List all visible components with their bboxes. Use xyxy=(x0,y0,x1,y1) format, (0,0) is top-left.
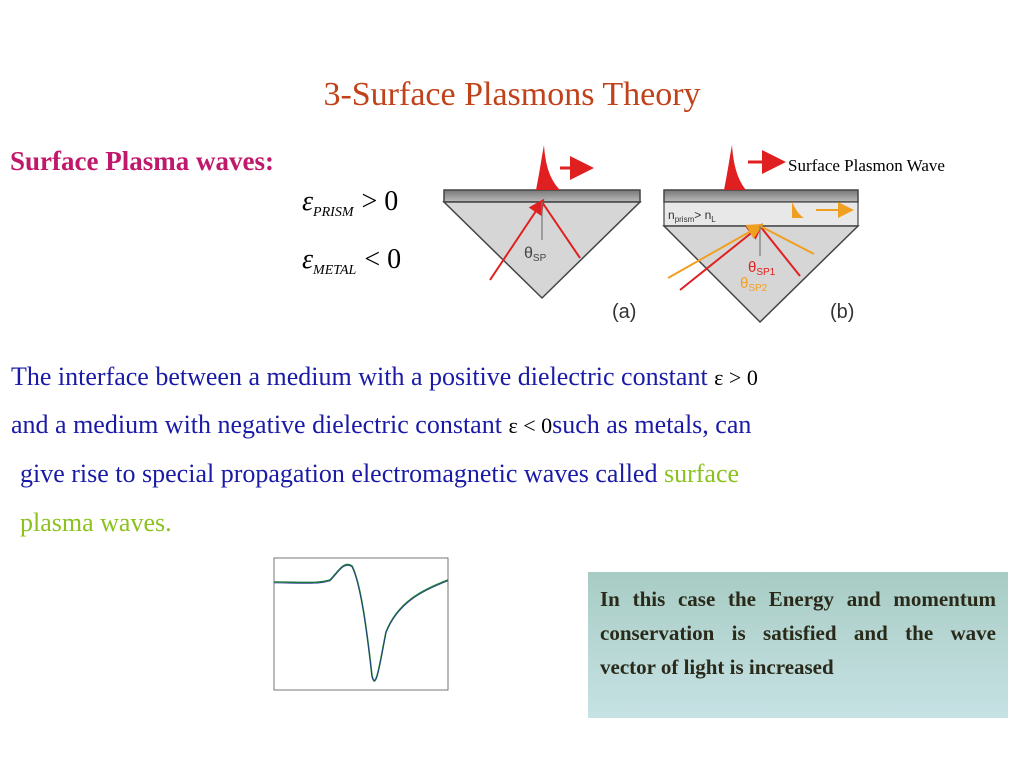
body-text: and a medium with negative dielectric co… xyxy=(11,410,502,439)
note-text: In this case the Energy and momentum con… xyxy=(600,587,996,679)
panel-b-label: (b) xyxy=(830,301,854,323)
body-text: The interface between a medium with a po… xyxy=(11,362,708,391)
epsilon-symbol: ε xyxy=(302,186,314,217)
prism-subscript: PRISM xyxy=(313,205,354,220)
panel-a-label: (a) xyxy=(612,301,636,323)
body-line-3: give rise to special propagation electro… xyxy=(20,459,739,489)
prism-configuration-diagram: θSP (a) nprism> nL θSP1 θSP2 (b) xyxy=(442,145,860,324)
plot-frame xyxy=(273,557,449,691)
evanescent-field-a xyxy=(536,145,560,190)
slide-title: 3-Surface Plasmons Theory xyxy=(323,76,701,113)
metal-subscript: METAL xyxy=(313,263,357,278)
body-line-4: plasma waves. xyxy=(20,508,172,537)
theta-sp-label: θSP xyxy=(524,245,547,264)
metal-film-a xyxy=(443,189,641,203)
metal-relation: < 0 xyxy=(364,244,402,275)
evanescent-field-b xyxy=(724,145,746,190)
metal-film-b xyxy=(663,189,859,203)
body-text: such as metals, can xyxy=(552,410,752,439)
panel-a: θSP (a) xyxy=(442,145,642,323)
theta-sp1-label: θSP1 xyxy=(748,259,776,278)
incident-beam-b2 xyxy=(667,224,764,279)
reflectivity-fit xyxy=(273,565,449,682)
metal-permittivity-equation: εMETAL < 0 xyxy=(302,244,401,279)
plot-background xyxy=(262,552,454,702)
prism-permittivity-equation: εPRISM > 0 xyxy=(302,186,398,221)
evanescent-field-b2 xyxy=(792,202,804,218)
refractive-index-condition: nprism> nL xyxy=(668,208,716,224)
note-box: In this case the Energy and momentum con… xyxy=(588,572,1008,718)
section-heading: Surface Plasma waves: xyxy=(10,146,274,176)
epsilon-symbol: ε xyxy=(302,244,314,275)
reflected-beam-b1 xyxy=(759,225,801,277)
body-text: give rise to special propagation electro… xyxy=(20,459,664,488)
theta-sp2-label: θSP2 xyxy=(740,275,768,294)
positive-epsilon-equation: ε > 0 xyxy=(714,365,758,390)
spr-reflectivity-plot xyxy=(262,552,454,702)
reflected-beam-a xyxy=(541,201,581,259)
negative-epsilon-equation: ε < 0 xyxy=(508,413,553,438)
highlight-term: surface xyxy=(663,459,740,488)
incident-beam-a xyxy=(489,198,545,281)
dielectric-layer-b xyxy=(663,201,859,227)
reflected-beam-b2 xyxy=(759,225,815,255)
body-line-2: and a medium with negative dielectric co… xyxy=(11,410,751,440)
body-line-1: The interface between a medium with a po… xyxy=(11,362,758,392)
panel-b: nprism> nL θSP1 θSP2 (b) xyxy=(662,145,860,324)
surface-plasmon-wave-label: Surface Plasmon Wave xyxy=(788,156,945,175)
prism-relation: > 0 xyxy=(361,186,399,217)
